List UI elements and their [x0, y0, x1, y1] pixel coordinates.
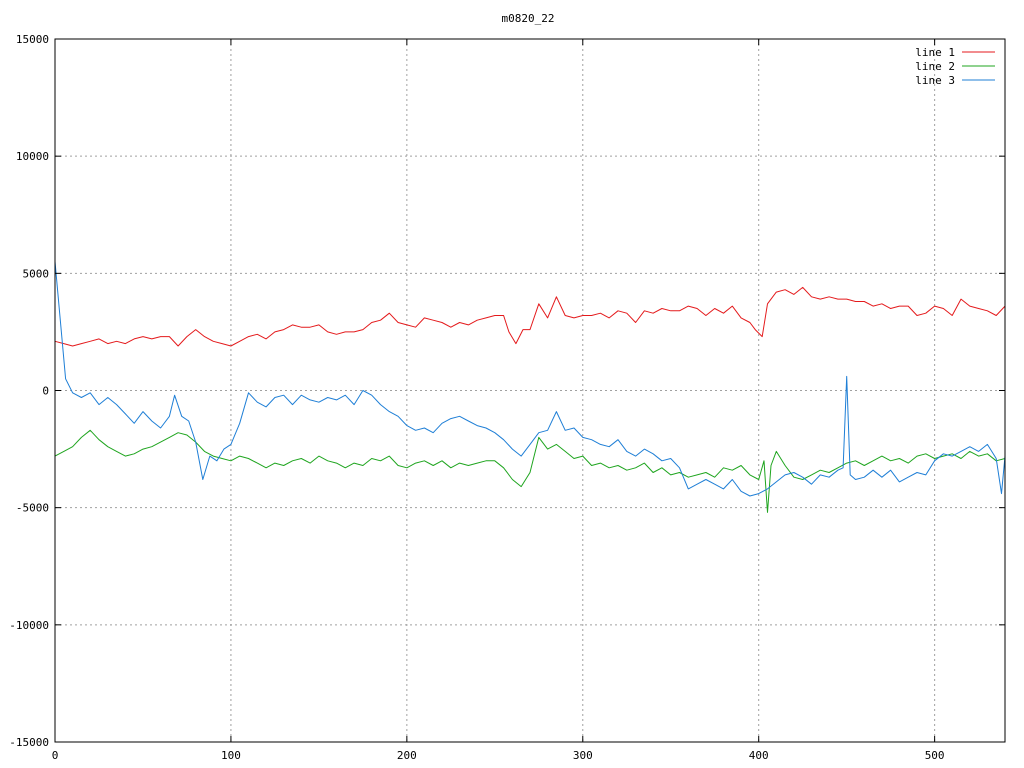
grid: [55, 39, 1005, 742]
y-tick-label: 10000: [16, 150, 49, 163]
x-tick-label: 300: [573, 749, 593, 762]
tick-labels: 0 100 200 300 400 500 -15000 -10000 -5000 0 5000 10…: [9, 33, 944, 762]
x-tick-label: 200: [397, 749, 417, 762]
x-tick-label: 0: [52, 749, 59, 762]
series-group: [54, 261, 1006, 513]
y-tick-label: 0: [42, 385, 49, 398]
y-tick-label: 15000: [16, 33, 49, 46]
axis-ticks: [54, 38, 1005, 743]
series-line-3: [54, 261, 1006, 497]
y-tick-label: 5000: [23, 267, 50, 280]
legend-label-3: line 3: [915, 74, 955, 87]
series-line-2: [54, 429, 1006, 513]
y-tick-label: -5000: [16, 502, 49, 515]
chart-title: m0820_22: [502, 12, 555, 25]
legend-label-2: line 2: [915, 60, 955, 73]
x-tick-label: 500: [925, 749, 945, 762]
x-tick-label: 100: [221, 749, 241, 762]
y-tick-label: -15000: [9, 736, 49, 749]
x-tick-label: 400: [749, 749, 769, 762]
y-tick-label: -10000: [9, 619, 49, 632]
series-line-1: [54, 286, 1006, 347]
legend-label-1: line 1: [915, 46, 955, 59]
